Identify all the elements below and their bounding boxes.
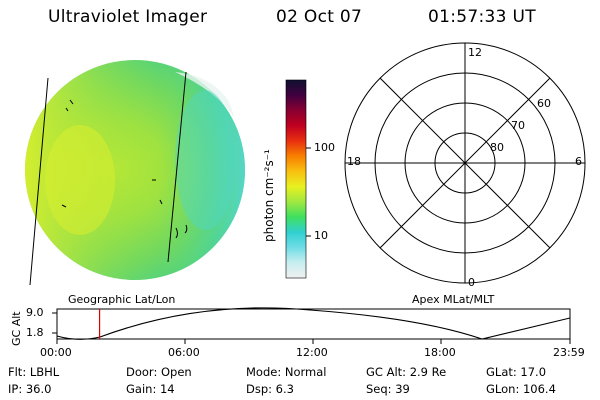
info-dsp: Dsp: 6.3 <box>246 382 294 396</box>
colorbar-label-10: 10 <box>314 229 328 242</box>
lat-label-60: 60 <box>537 97 551 110</box>
colorbar-unit-label: photon cm⁻²s⁻¹ <box>262 149 276 242</box>
mlt-label-top: 12 <box>468 46 482 59</box>
altitude-ytick-label-low: 1.8 <box>26 326 44 339</box>
longitude-line-right <box>167 71 187 263</box>
longitude-line-left <box>29 77 49 286</box>
image-caption: Geographic Lat/Lon <box>68 293 176 306</box>
xtick-12-00: 12:00 <box>296 346 328 359</box>
colorbar-scale <box>285 79 307 279</box>
info-ip: IP: 36.0 <box>8 382 52 396</box>
dim-region <box>175 90 235 230</box>
info-glat: GLat: 17.0 <box>486 365 547 379</box>
uv-image <box>25 60 245 286</box>
xtick-00-00: 00:00 <box>40 346 72 359</box>
info-gc-alt: GC Alt: 2.9 Re <box>366 365 447 379</box>
coastline-fragments <box>61 99 188 239</box>
info-mode: Mode: Normal <box>246 365 327 379</box>
bright-region <box>45 125 115 235</box>
polar-diagonal-2 <box>379 77 551 249</box>
altitude-ytick-label-high: 9.0 <box>26 306 44 319</box>
info-glon: GLon: 106.4 <box>486 382 556 396</box>
info-seq: Seq: 39 <box>366 382 410 396</box>
info-filter: Flt: LBHL <box>8 365 60 379</box>
xtick-06-00: 06:00 <box>168 346 200 359</box>
polar-plot <box>344 42 586 284</box>
date-label: 02 Oct 07 <box>276 7 363 27</box>
lat-label-70: 70 <box>511 119 525 132</box>
mlt-label-right: 6 <box>575 155 582 168</box>
xtick-23-59: 23:59 <box>553 346 585 359</box>
mlt-label-left: 18 <box>347 155 361 168</box>
info-gain: Gain: 14 <box>126 382 175 396</box>
time-label: 01:57:33 UT <box>428 7 536 27</box>
polar-caption: Apex MLat/MLT <box>412 293 495 306</box>
altitude-plot <box>52 307 571 344</box>
lat-label-80: 80 <box>490 141 504 154</box>
info-door: Door: Open <box>126 365 192 379</box>
limb-haze <box>175 72 235 118</box>
colorbar <box>285 79 311 279</box>
altitude-curve <box>56 307 571 340</box>
altitude-frame <box>56 308 571 340</box>
mlt-label-bottom: 0 <box>468 276 475 289</box>
instrument-title: Ultraviolet Imager <box>48 7 208 27</box>
colorbar-label-100: 100 <box>314 141 335 154</box>
xtick-18-00: 18:00 <box>424 346 456 359</box>
altitude-ylabel: GC Alt <box>10 311 23 346</box>
